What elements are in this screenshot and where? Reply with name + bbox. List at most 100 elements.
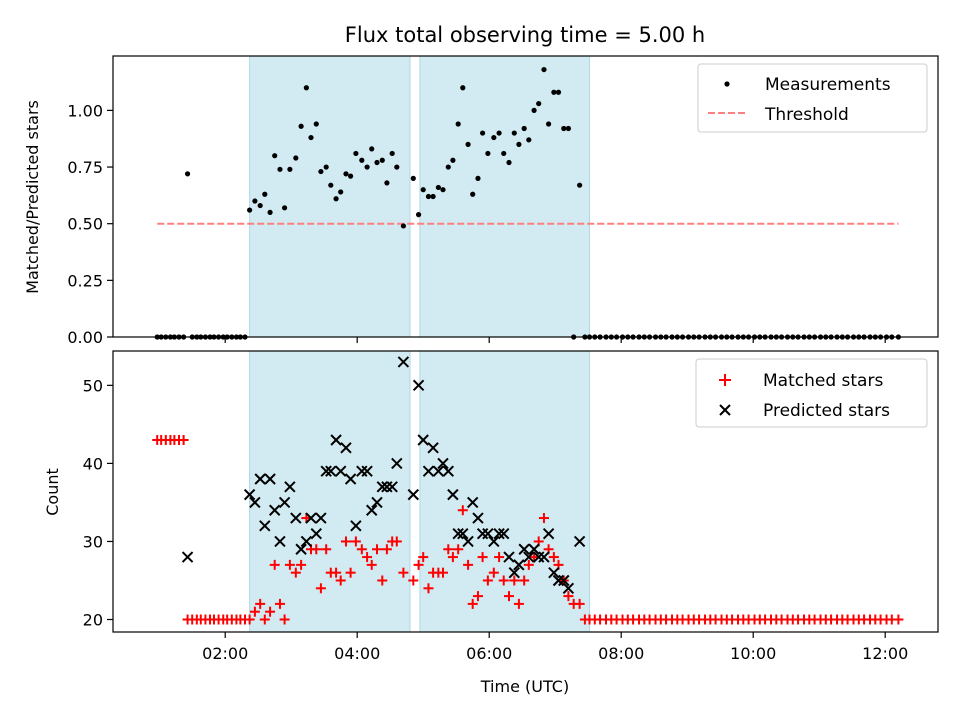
x-tick-label: 10:00 <box>730 644 776 663</box>
predicted-star-marker <box>548 566 560 579</box>
matched-star-marker <box>472 591 483 602</box>
predicted-star-marker <box>366 504 378 516</box>
predicted-star-marker <box>528 543 540 555</box>
predicted-star-marker <box>290 512 302 524</box>
observing-window-1 <box>419 55 591 338</box>
predicted-marker-b <box>264 473 276 485</box>
predicted-marker-b <box>300 535 313 548</box>
predicted-star-marker <box>330 434 342 446</box>
predicted-star-marker <box>344 473 357 485</box>
matched-star-marker <box>345 567 356 578</box>
predicted-star-marker <box>391 457 403 470</box>
matched-star-marker <box>498 575 509 586</box>
matched-star-marker <box>269 559 280 570</box>
predicted-star-marker <box>268 504 281 516</box>
y-tick-label: 0.00 <box>67 328 103 347</box>
measurement-point <box>506 159 512 166</box>
predicted-star-marker <box>259 520 271 532</box>
matched-star-marker <box>423 583 434 594</box>
predicted-star-marker <box>417 434 429 446</box>
measurement-point <box>430 193 436 200</box>
measurement-point <box>561 125 567 132</box>
predicted-marker-b <box>523 551 535 563</box>
legend-predicted-label: Predicted stars <box>763 401 890 421</box>
measurement-point <box>338 189 344 195</box>
measurement-point <box>394 164 400 170</box>
top-legend-box <box>697 63 928 133</box>
predicted-marker-b <box>466 496 479 509</box>
predicted-marker-b <box>181 551 194 563</box>
bottom-plot-frame <box>112 350 939 633</box>
matched-star-marker <box>494 552 505 563</box>
matched-star-marker <box>443 544 454 555</box>
predicted-marker-b <box>457 527 469 540</box>
measurement-point <box>410 175 416 181</box>
predicted-marker-b <box>334 465 347 477</box>
predicted-star-marker <box>488 535 500 548</box>
measurement-point <box>511 130 517 136</box>
top-y-axis-label: Matched/Predicted stars <box>23 100 42 294</box>
observing-window-0 <box>249 55 411 338</box>
matched-star-marker <box>477 552 488 563</box>
measurement-point <box>460 85 466 91</box>
predicted-star-marker <box>562 582 575 594</box>
predicted-marker-b <box>437 457 449 470</box>
predicted-star-marker <box>427 442 439 454</box>
legend-measurements-label: Measurements <box>765 75 891 95</box>
predicted-marker-b <box>417 434 429 446</box>
measurement-point <box>577 182 583 188</box>
matched-star-marker <box>244 614 255 625</box>
matched-star-marker <box>453 544 464 555</box>
predicted-star-marker <box>264 473 276 485</box>
measurement-point <box>359 157 365 163</box>
predicted-marker-b <box>274 535 286 548</box>
measurement-point <box>491 134 497 141</box>
measurement-point <box>262 191 268 197</box>
predicted-marker-b <box>310 527 322 540</box>
predicted-star-marker <box>350 520 362 532</box>
predicted-star-marker <box>315 512 327 524</box>
y-tick-label: 1.00 <box>67 101 103 120</box>
measurement-point <box>348 173 354 179</box>
matched-star-marker <box>523 559 534 570</box>
matched-star-marker <box>893 614 904 625</box>
predicted-star-marker <box>493 527 505 540</box>
matched-star-marker <box>548 552 559 563</box>
legend-measurements-marker <box>724 81 730 87</box>
measurement-point <box>303 85 309 91</box>
matched-star-marker <box>457 505 468 516</box>
legend-matched-marker <box>719 374 731 386</box>
predicted-marker-b <box>538 551 550 563</box>
matched-star-marker <box>408 575 419 586</box>
predicted-star-marker <box>243 488 256 501</box>
predicted-marker-b <box>243 488 256 501</box>
bottom-shaded-windows <box>249 350 591 633</box>
predicted-marker-b <box>562 582 575 594</box>
matched-star-marker <box>362 552 373 563</box>
predicted-star-marker <box>457 527 469 540</box>
matched-star-marker <box>265 606 276 617</box>
measurement-point <box>445 164 451 170</box>
predicted-star-marker <box>412 379 425 392</box>
predicted-marker-b <box>412 379 425 392</box>
measurement-point <box>298 123 304 129</box>
predicted-marker-b <box>498 527 510 540</box>
measurement-point <box>440 187 446 193</box>
matched-star-marker <box>482 575 493 586</box>
predicted-marker-b <box>397 356 410 368</box>
bottom-x-axis: 02:00 04:00 06:00 08:00 10:00 12:00 <box>202 632 908 663</box>
predicted-star-marker <box>498 527 510 540</box>
x-tick-label: 04:00 <box>334 644 380 663</box>
top-shaded-windows <box>249 55 591 338</box>
matched-star-marker <box>377 575 388 586</box>
predicted-marker-b <box>482 527 494 540</box>
x-tick-label: 08:00 <box>598 644 644 663</box>
measurement-point <box>318 168 324 175</box>
bottom-y-axis-label: Count <box>43 468 62 516</box>
x-tick-label: 06:00 <box>466 644 512 663</box>
y-tick-label: 30 <box>83 532 103 551</box>
predicted-marker-b <box>259 520 271 532</box>
legend-predicted-marker <box>719 404 731 416</box>
predicted-marker-b <box>548 566 560 579</box>
